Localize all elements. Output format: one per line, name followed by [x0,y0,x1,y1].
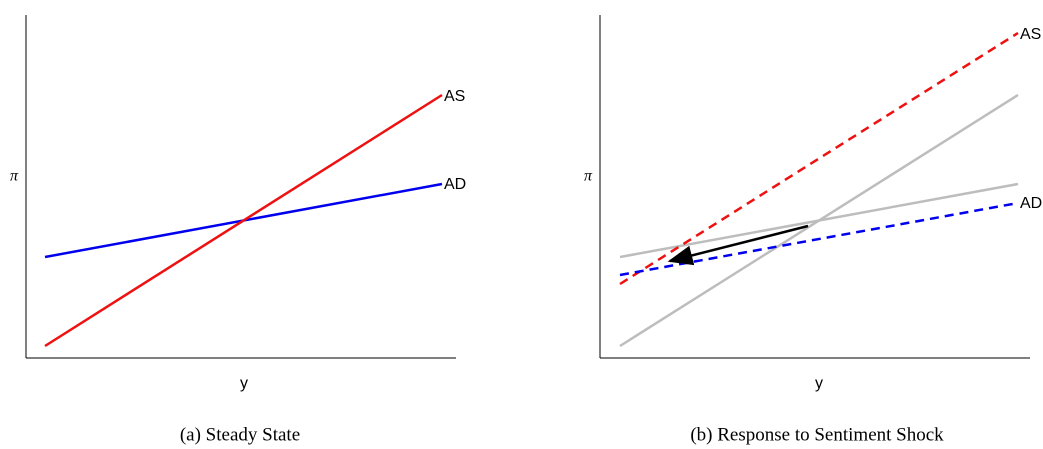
y-axis-label: π [584,168,593,185]
panel-a: AS AD π y (a) Steady State [10,15,466,445]
ad-curve [619,201,1019,277]
x-axis-label: y [240,375,248,392]
x-axis-label: y [815,375,823,392]
caption: (b) Response to Sentiment Shock [690,424,944,445]
ad-label: AD [444,176,466,193]
y-axis-label: π [10,168,19,185]
panel-b: AS AD π y (b) Response to Sentiment Shoc… [584,15,1042,445]
as-curve [44,93,443,348]
as-label: AS [1020,26,1041,43]
as-label: AS [444,88,465,105]
as-curve [619,31,1019,286]
ad-label: AD [1020,195,1042,212]
shift-arrow [667,224,809,266]
caption: (a) Steady State [180,424,300,445]
old-ad-curve [619,182,1019,259]
